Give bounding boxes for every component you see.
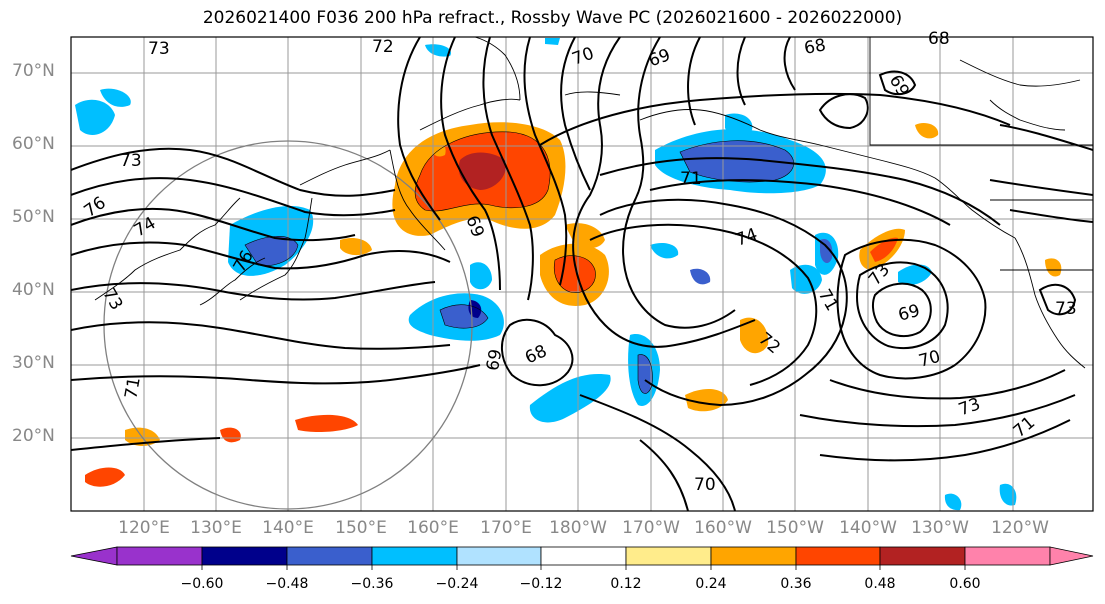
colorbar-tick-label: 0.36 xyxy=(780,576,812,592)
colorbar-segment xyxy=(116,546,203,566)
lon-label: 160°W xyxy=(694,518,752,538)
lon-label: 170°E xyxy=(480,518,532,538)
colorbar-segment xyxy=(879,546,966,566)
colorbar-segment xyxy=(625,546,712,566)
lat-label: 30°N xyxy=(12,353,55,373)
map-panel xyxy=(71,37,1093,511)
contour-label: 72 xyxy=(372,37,394,57)
colorbar-tick-label: −0.12 xyxy=(519,576,563,592)
colorbar-ticks xyxy=(201,565,966,570)
lon-label: 130°W xyxy=(911,518,969,538)
lat-label: 40°N xyxy=(12,280,55,300)
contour-label: 71 xyxy=(680,169,702,189)
lat-label: 50°N xyxy=(12,207,55,227)
contour-label: 68 xyxy=(928,29,950,49)
lon-label: 170°W xyxy=(622,518,680,538)
colorbar-segment xyxy=(795,546,881,566)
lat-label: 20°N xyxy=(12,426,55,446)
contour-label: 69 xyxy=(483,348,506,373)
colorbar-segment xyxy=(456,546,542,566)
contour-label: 68 xyxy=(803,35,828,58)
lon-label: 130°E xyxy=(190,518,242,538)
lon-label: 160°E xyxy=(407,518,459,538)
colorbar-segment xyxy=(710,546,797,566)
colorbar-under-triangle xyxy=(70,546,118,566)
lon-label: 140°E xyxy=(262,518,314,538)
colorbar-tick-label: −0.60 xyxy=(180,576,224,592)
colorbar-tick-label: 0.48 xyxy=(864,576,896,592)
colorbar xyxy=(70,546,1094,570)
map-frame xyxy=(70,36,1094,512)
colorbar-segment xyxy=(286,546,373,566)
lon-label: 140°W xyxy=(839,518,897,538)
colorbar-tick-label: −0.24 xyxy=(435,576,479,592)
contour-label: 71 xyxy=(121,376,144,401)
shading-outlines xyxy=(244,131,794,394)
colorbar-segment xyxy=(540,546,627,566)
colorbar-segment xyxy=(964,546,1051,566)
contour-label: 73 xyxy=(120,151,142,171)
lon-label: 120°E xyxy=(118,518,170,538)
contour-label: 73 xyxy=(148,39,170,59)
colorbar-tick-label: 0.60 xyxy=(949,576,981,592)
lat-label: 60°N xyxy=(12,134,55,154)
contour-label: 70 xyxy=(694,475,716,495)
lon-label: 120°W xyxy=(991,518,1049,538)
lat-label: 70°N xyxy=(12,61,55,81)
lon-label: 180°W xyxy=(549,518,607,538)
colorbar-tick-label: 0.12 xyxy=(610,576,642,592)
colorbar-tick-label: −0.48 xyxy=(265,576,309,592)
contours xyxy=(71,37,1093,511)
colorbar-segment xyxy=(371,546,458,566)
contour-label: 73 xyxy=(1055,299,1077,319)
figure-title: 2026021400 F036 200 hPa refract., Rossby… xyxy=(202,8,903,28)
shading-layer xyxy=(75,38,1062,511)
colorbar-tick-label: −0.36 xyxy=(350,576,394,592)
colorbar-tick-label: 0.24 xyxy=(695,576,727,592)
graticule xyxy=(71,37,1093,511)
lon-label: 150°E xyxy=(335,518,387,538)
colorbar-segment xyxy=(201,546,288,566)
lon-label: 150°W xyxy=(766,518,824,538)
coastlines xyxy=(94,37,1093,369)
colorbar-over-triangle xyxy=(1049,546,1094,566)
